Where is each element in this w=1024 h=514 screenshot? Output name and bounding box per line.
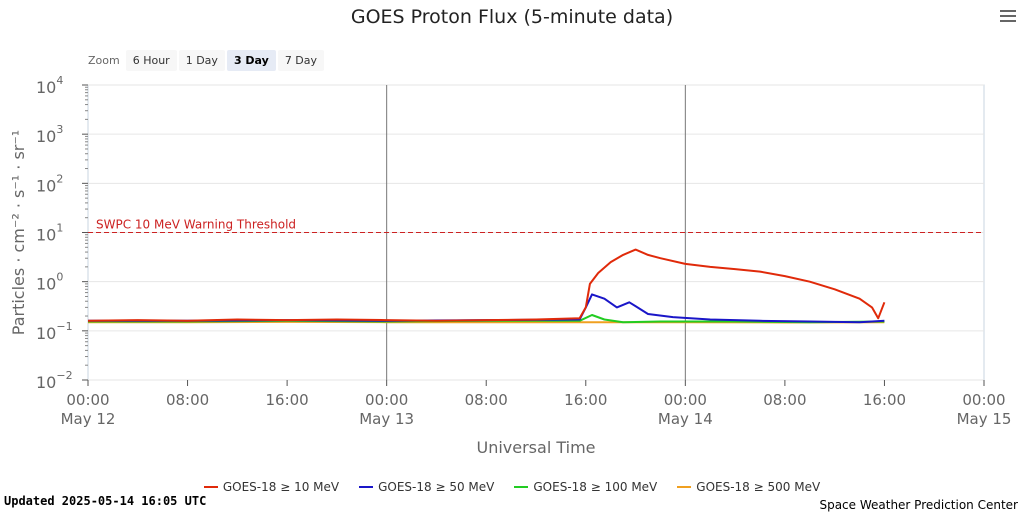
legend-swatch xyxy=(203,486,218,488)
x-date-label: May 14 xyxy=(658,410,713,428)
x-tick-label: 00:00 xyxy=(962,391,1005,409)
y-tick-label: 102 xyxy=(36,172,63,195)
zoom-6-hour-button[interactable]: 6 Hour xyxy=(125,50,177,71)
legend-item[interactable]: GOES-18 ≥ 50 MeV xyxy=(359,480,494,494)
x-tick-label: 08:00 xyxy=(763,391,806,409)
x-tick-label: 08:00 xyxy=(465,391,508,409)
zoom-7-day-button[interactable]: 7 Day xyxy=(277,50,325,71)
x-tick-label: 08:00 xyxy=(166,391,209,409)
y-tick-label: 103 xyxy=(36,123,63,146)
x-date-label: May 12 xyxy=(61,410,116,428)
zoom-control: Zoom 6 Hour 1 Day 3 Day 7 Day xyxy=(88,50,325,71)
x-axis-title: Universal Time xyxy=(476,438,595,457)
zoom-label: Zoom xyxy=(88,54,120,67)
series-line-goes-18-10-mev xyxy=(87,248,886,322)
threshold-label: SWPC 10 MeV Warning Threshold xyxy=(96,218,296,232)
x-tick-label: 16:00 xyxy=(265,391,308,409)
legend-label: GOES-18 ≥ 500 MeV xyxy=(696,480,821,494)
x-tick-label: 16:00 xyxy=(863,391,906,409)
chart-legend: GOES-18 ≥ 10 MeV GOES-18 ≥ 50 MeV GOES-18 … xyxy=(0,480,1024,494)
legend-swatch xyxy=(677,486,692,488)
y-tick-label: 100 xyxy=(36,271,63,294)
y-tick-label: 10−2 xyxy=(36,369,73,392)
y-tick-label: 101 xyxy=(36,222,63,245)
hamburger-menu-icon[interactable] xyxy=(1000,10,1016,24)
legend-label: GOES-18 ≥ 50 MeV xyxy=(378,480,495,494)
x-tick-label: 00:00 xyxy=(66,391,109,409)
x-tick-label: 00:00 xyxy=(664,391,707,409)
y-axis-title: Particles · cm⁻² · s⁻¹ · sr⁻¹ xyxy=(9,130,28,335)
legend-item[interactable]: GOES-18 ≥ 100 MeV xyxy=(514,480,657,494)
zoom-3-day-button[interactable]: 3 Day xyxy=(226,50,276,71)
series-line-goes-18-50-mev xyxy=(88,293,885,324)
legend-label: GOES-18 ≥ 10 MeV xyxy=(222,480,340,494)
x-date-label: May 15 xyxy=(957,410,1012,428)
legend-swatch xyxy=(359,486,374,488)
x-date-label: May 13 xyxy=(359,410,414,428)
x-tick-label: 00:00 xyxy=(365,391,408,409)
legend-item[interactable]: GOES-18 ≥ 500 MeV xyxy=(677,480,820,494)
credit-text: Space Weather Prediction Center xyxy=(819,498,1018,512)
legend-label: GOES-18 ≥ 100 MeV xyxy=(533,480,658,494)
y-tick-label: 104 xyxy=(36,74,63,97)
updated-timestamp: Updated 2025-05-14 16:05 UTC xyxy=(4,494,207,508)
x-tick-label: 16:00 xyxy=(564,391,607,409)
zoom-1-day-button[interactable]: 1 Day xyxy=(178,50,225,71)
legend-swatch xyxy=(514,486,529,488)
legend-item[interactable]: GOES-18 ≥ 10 MeV xyxy=(203,480,340,494)
y-tick-label: 10−1 xyxy=(36,320,73,343)
chart-title: GOES Proton Flux (5-minute data) xyxy=(350,6,674,28)
